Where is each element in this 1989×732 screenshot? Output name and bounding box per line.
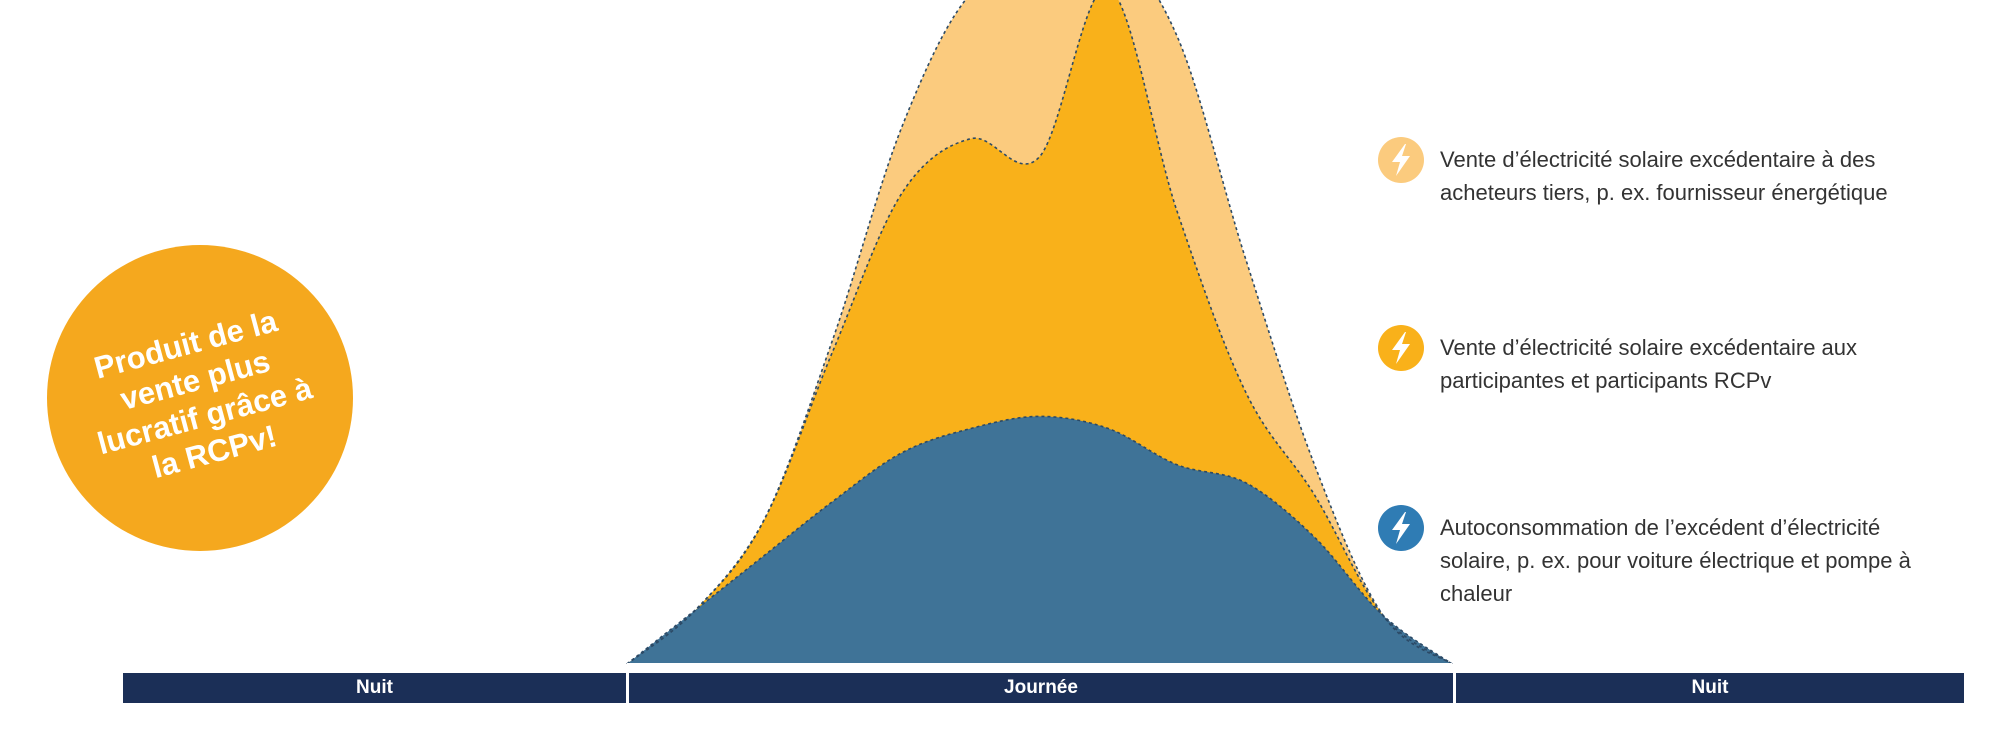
timeline-day: Journée — [629, 673, 1453, 703]
lightning-icon — [1378, 505, 1424, 551]
lightning-icon — [1378, 325, 1424, 371]
timeline-night-left: Nuit — [123, 673, 626, 703]
boundary-line-self-consumption — [626, 415, 1453, 665]
timeline-night-right: Nuit — [1456, 673, 1964, 703]
boundary-line-surplus-third-party — [626, 0, 1453, 665]
legend-label-rcpv: Vente d’électricité solaire excédentaire… — [1440, 335, 1858, 393]
lightning-icon — [1378, 137, 1424, 183]
highlight-badge: Produit de la vente plus lucratif grâce … — [47, 245, 353, 551]
legend-label-third-party: Vente d’électricité solaire excédentaire… — [1440, 147, 1888, 205]
legend-label-self-consumption: Autoconsommation de l’excédent d’électri… — [1440, 515, 1911, 606]
badge-text: Produit de la vente plus lucratif grâce … — [90, 303, 316, 486]
area-self-consumption — [627, 416, 1452, 664]
